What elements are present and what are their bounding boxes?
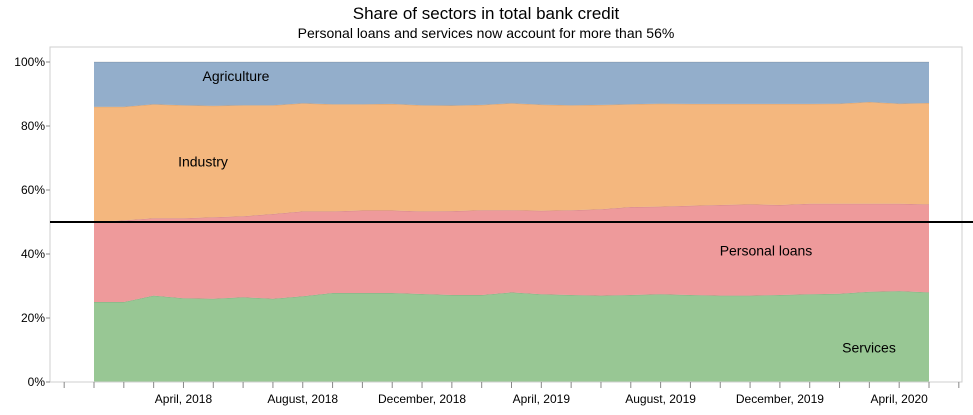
series-label-personal-loans: Personal loans [720, 242, 813, 258]
areas-layer [93, 61, 930, 382]
x-tick-label: December, 2019 [736, 392, 824, 406]
series-label-industry: Industry [178, 154, 228, 170]
x-tick-label: April, 2020 [870, 392, 928, 406]
series-label-services: Services [842, 340, 896, 356]
y-tick-label: 40% [21, 247, 45, 261]
axes-layer: 0% 20% 40% 60% 80% 100% April, 2018 August, 201… [14, 46, 973, 406]
area-services [94, 291, 929, 382]
x-tick-label: April, 2019 [513, 392, 571, 406]
x-tick-label: August, 2018 [267, 392, 338, 406]
area-labels-layer: Services Personal loans Industry Agricultur… [178, 68, 896, 356]
chart-title: Share of sectors in total bank credit [353, 4, 620, 23]
chart-subtitle: Personal loans and services now account … [298, 25, 675, 41]
area-personal-loans [94, 203, 929, 302]
plot-frame [49, 46, 963, 383]
x-tick-label: August, 2019 [625, 392, 696, 406]
x-tick-label: April, 2018 [155, 392, 213, 406]
x-tick-label: December, 2018 [378, 392, 466, 406]
y-tick-label: 20% [21, 311, 45, 325]
area-agriculture [94, 62, 929, 107]
y-tick-label: 100% [14, 55, 45, 69]
area-industry [94, 102, 929, 222]
series-label-agriculture: Agriculture [203, 68, 270, 84]
y-tick-label: 0% [28, 375, 46, 389]
y-tick-label: 60% [21, 183, 45, 197]
y-tick-label: 80% [21, 119, 45, 133]
